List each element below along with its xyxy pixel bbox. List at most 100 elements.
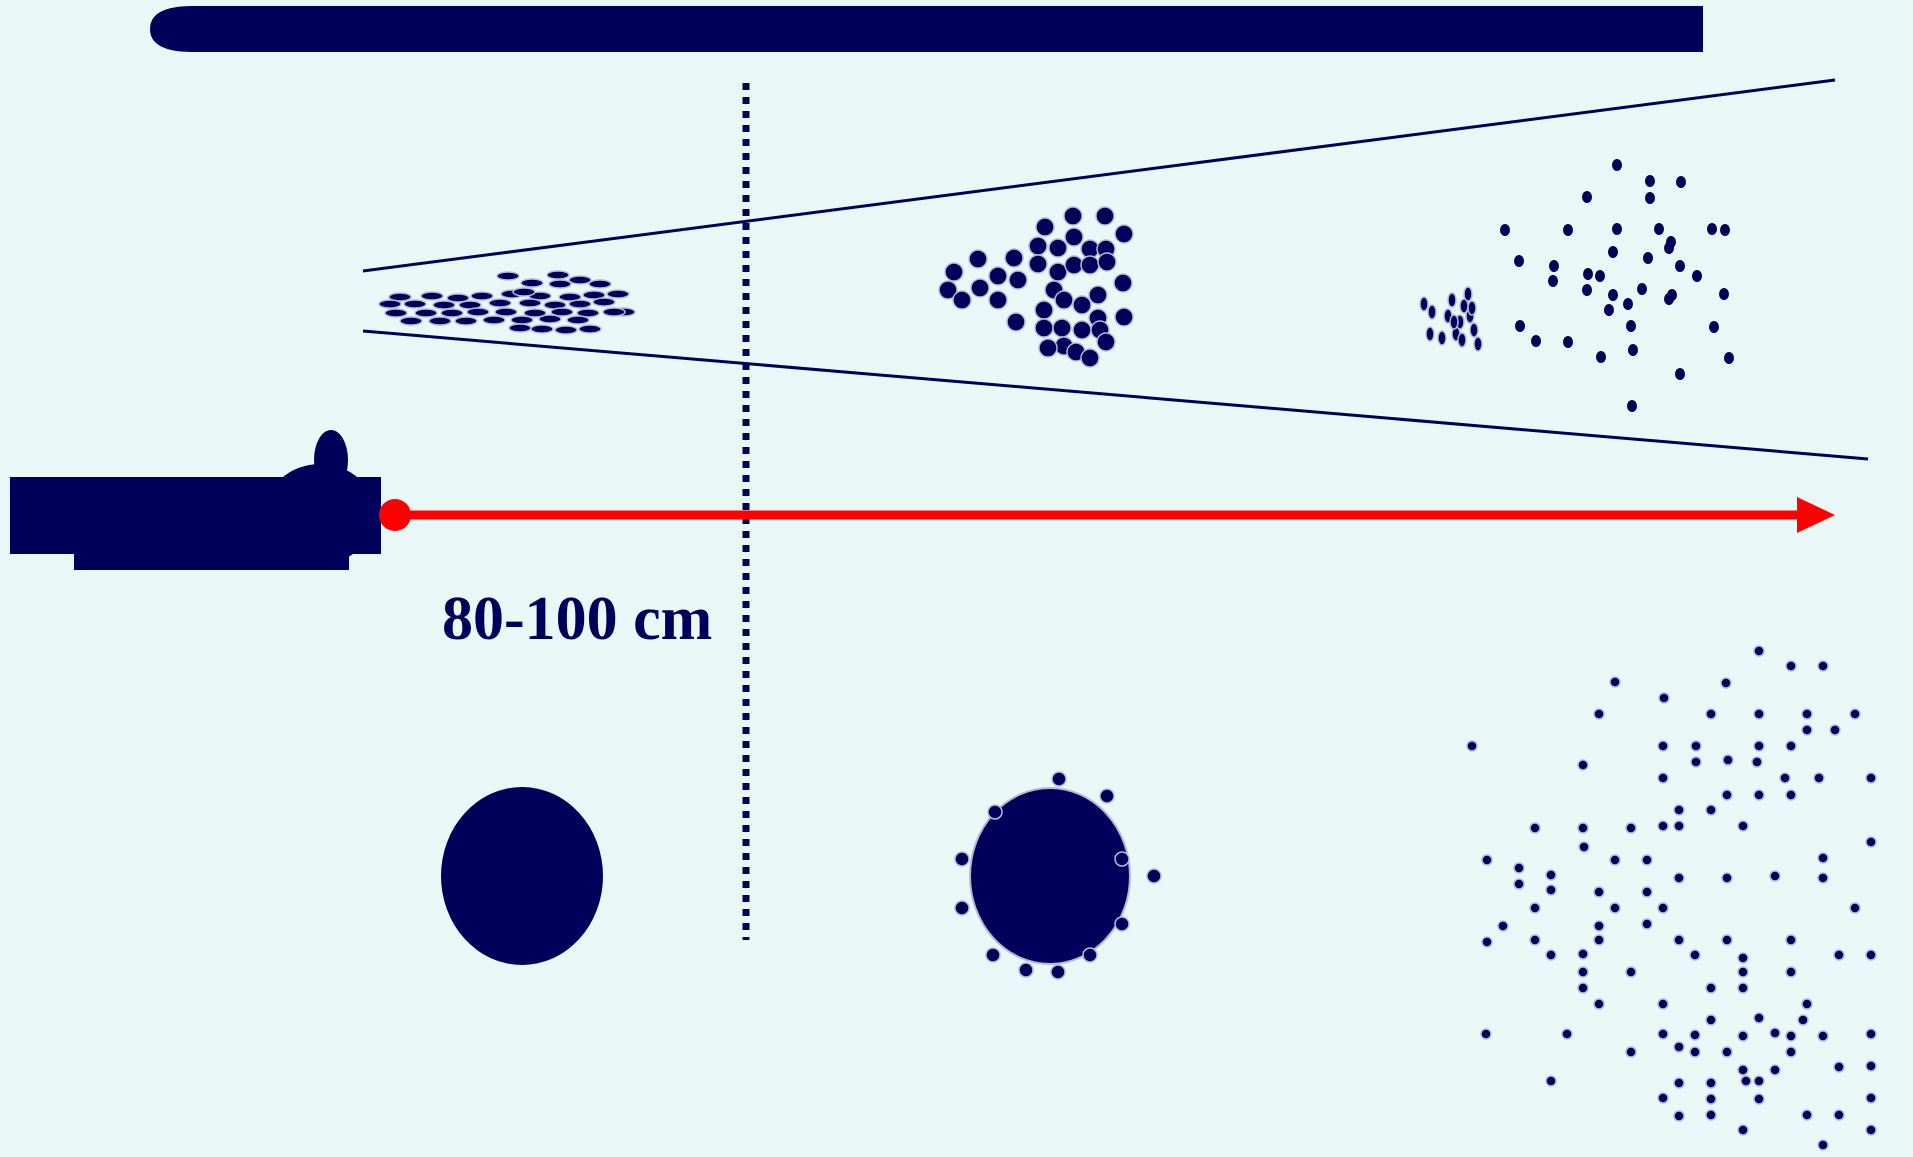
scatter-pellet [1692, 270, 1702, 282]
cluster-pellet [1052, 318, 1072, 338]
scattered-hole [1577, 982, 1589, 994]
wad-pellet [530, 324, 554, 334]
scattered-hole [1753, 1012, 1765, 1024]
wad-pellet [508, 323, 532, 333]
scattered-hole [1657, 772, 1669, 784]
cluster-pellet [1038, 338, 1058, 358]
cluster-pellet [1064, 227, 1084, 247]
scattered-hole [1545, 1075, 1557, 1087]
scatter-pellet [1583, 268, 1593, 280]
scattered-hole [1817, 852, 1829, 864]
wad-pellet [432, 300, 456, 310]
scattered-hole [1641, 918, 1653, 930]
scattered-hole [1529, 934, 1541, 946]
scattered-hole [1865, 1124, 1877, 1136]
satellite-hole [954, 900, 970, 916]
scatter-pellet [1643, 252, 1653, 264]
scatter-pellet [1720, 224, 1730, 236]
scattered-hole [1497, 920, 1509, 932]
wad-pellet [494, 307, 518, 317]
satellite-hole [987, 804, 1003, 820]
wad-pellet [578, 324, 602, 334]
scattered-hole [1593, 920, 1605, 932]
scattered-hole [1705, 1077, 1717, 1089]
wad-pellet [440, 308, 464, 318]
scattered-hole [1785, 1030, 1797, 1042]
scattered-hole [1609, 676, 1621, 688]
scattered-hole [1481, 854, 1493, 866]
wad-pellet [548, 279, 572, 289]
cluster-pellet [1097, 252, 1117, 272]
scattered-hole [1785, 934, 1797, 946]
scatter-pellet [1627, 400, 1637, 412]
scattered-hole [1690, 756, 1702, 768]
wad-pellet [568, 299, 592, 309]
scatter-pellet [1582, 284, 1592, 296]
cluster-pellet [1028, 254, 1048, 274]
cluster-pellet [1080, 348, 1100, 368]
muzzle-point-icon [379, 499, 411, 531]
cluster-pellet [1072, 320, 1092, 340]
distance-label: 80-100 cm [442, 585, 713, 653]
scattered-hole [1722, 754, 1734, 766]
wad-pellet [554, 325, 578, 335]
cluster-pellet [1004, 248, 1024, 268]
scattered-hole [1609, 854, 1621, 866]
wad-pellet [538, 314, 562, 324]
scattered-hole [1817, 1030, 1829, 1042]
scattered-hole [1833, 1061, 1845, 1073]
scattered-hole [1865, 1060, 1877, 1072]
cluster-pellet [1034, 318, 1054, 338]
scattered-hole [1577, 822, 1589, 834]
scattered-hole [1833, 949, 1845, 961]
cluster-pellet [988, 290, 1008, 310]
scattered-hole [1785, 789, 1797, 801]
satellite-hole [1114, 916, 1130, 932]
cluster-pellet [1095, 206, 1115, 226]
wad-pellet [403, 299, 427, 309]
scatter-pellet [1515, 320, 1525, 332]
wad-pellet [602, 307, 626, 317]
scattered-hole [1817, 1139, 1829, 1151]
satellite-hole [954, 851, 970, 867]
scattered-hole [1753, 1075, 1765, 1087]
scattered-hole [1689, 1046, 1701, 1058]
cone-upper-line [362, 78, 1836, 273]
wad-pellet [588, 279, 612, 289]
scattered-hole [1769, 870, 1781, 882]
scattered-hole [1529, 902, 1541, 914]
scattered-hole [1561, 1028, 1573, 1040]
wad-pellet [582, 290, 606, 300]
scattered-hole [1817, 660, 1829, 672]
scatter-pellet [1719, 288, 1729, 300]
satellite-hole [1018, 962, 1034, 978]
scatter-pellet [1676, 176, 1686, 188]
scatter-pellet [1675, 260, 1685, 272]
scattered-hole [1657, 998, 1669, 1010]
scattered-hole [1833, 1109, 1845, 1121]
middle-cluster-pellets [938, 206, 1134, 368]
cluster-pellet [970, 278, 990, 298]
scatter-pellet [1623, 298, 1633, 310]
cluster-pellet [988, 266, 1008, 286]
wad-pellet [466, 307, 490, 317]
scattered-hole [1705, 1093, 1717, 1105]
scattered-hole [1753, 645, 1765, 657]
wad-pellet [606, 289, 630, 299]
scatter-pellet [1514, 255, 1524, 267]
wad-pellet [558, 292, 582, 302]
small-pellet [1463, 286, 1473, 302]
cluster-pellet [1035, 217, 1055, 237]
cluster-pellet [1113, 273, 1133, 293]
scattered-hole [1737, 952, 1749, 964]
scattered-hole [1673, 804, 1685, 816]
scattered-hole [1658, 692, 1670, 704]
small-pellet [1419, 296, 1429, 312]
cluster-pellet [1048, 238, 1068, 258]
scatter-pellet [1654, 223, 1664, 235]
scattered-hole [1829, 724, 1841, 736]
scattered-hole [1466, 740, 1478, 752]
wad-pellet [568, 275, 592, 285]
scattered-hole [1785, 966, 1797, 978]
scatter-pellet [1645, 192, 1655, 204]
